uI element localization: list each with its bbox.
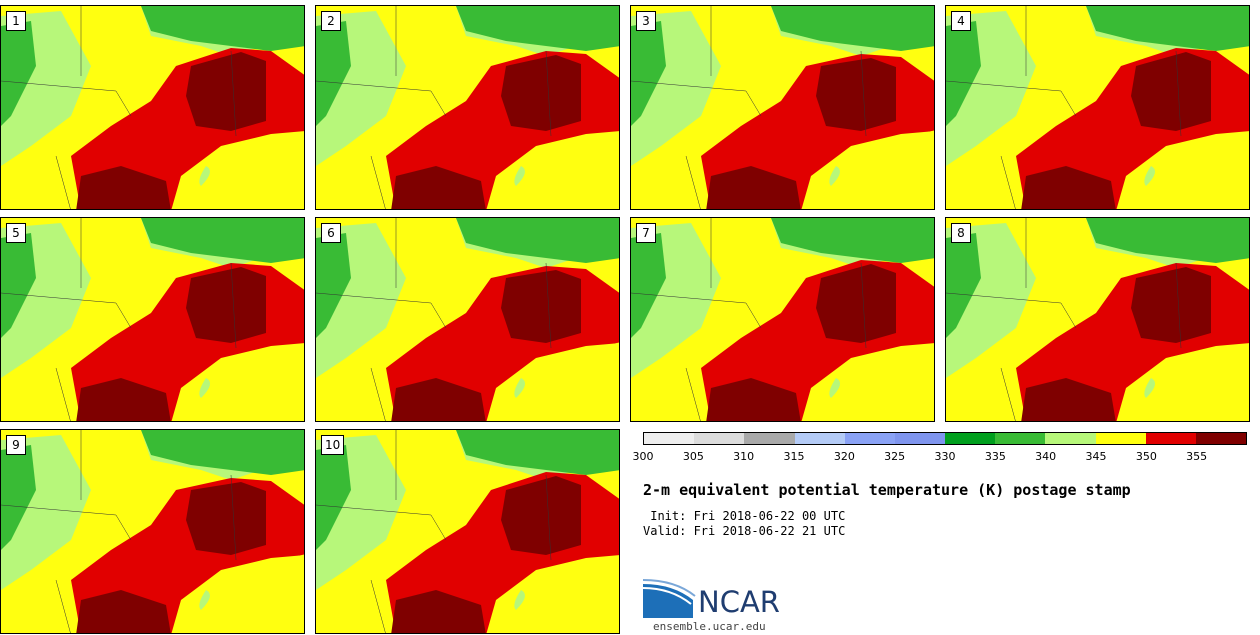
theta-e-map	[316, 430, 619, 633]
colorbar-cell	[995, 433, 1046, 444]
colorbar-tick-labels: 300 305 310 315 320 325 330 335 340 345 350 355	[633, 450, 1247, 466]
member-number-label: 3	[636, 11, 656, 31]
colorbar-tick: 305	[682, 450, 704, 463]
colorbar-tick: 350	[1135, 450, 1157, 463]
ensemble-member-panel: 1	[0, 5, 305, 210]
colorbar-cell	[744, 433, 795, 444]
colorbar-tick: 335	[984, 450, 1006, 463]
colorbar-cell	[644, 433, 695, 444]
colorbar-tick: 310	[733, 450, 755, 463]
colorbar-cell	[694, 433, 745, 444]
init-time: Init: Fri 2018-06-22 00 UTC	[643, 509, 846, 523]
colorbar-tick: 315	[783, 450, 805, 463]
ensemble-member-panel: 3	[630, 5, 935, 210]
colorbar-tick: 355	[1186, 450, 1208, 463]
colorbar-cell	[844, 433, 895, 444]
colorbar-cell	[794, 433, 845, 444]
member-number-label: 10	[321, 435, 345, 455]
colorbar	[643, 432, 1247, 445]
member-number-label: 1	[6, 11, 26, 31]
member-number-label: 9	[6, 435, 26, 455]
member-number-label: 7	[636, 223, 656, 243]
ncar-logo-icon	[643, 579, 696, 618]
ensemble-member-panel: 6	[315, 217, 620, 422]
ensemble-member-panel: 7	[630, 217, 935, 422]
figure-title: 2-m equivalent potential temperature (K)…	[643, 481, 1131, 499]
member-number-label: 8	[951, 223, 971, 243]
website-label: ensemble.ucar.edu	[653, 620, 766, 633]
colorbar-cell	[945, 433, 996, 444]
colorbar-tick: 320	[833, 450, 855, 463]
colorbar-cell	[894, 433, 946, 444]
ensemble-member-panel: 10	[315, 429, 620, 634]
colorbar-cell	[1045, 433, 1096, 444]
theta-e-map	[1, 218, 304, 421]
colorbar-tick: 325	[884, 450, 906, 463]
colorbar-cell	[1145, 433, 1196, 444]
member-number-label: 6	[321, 223, 341, 243]
colorbar-tick: 330	[934, 450, 956, 463]
theta-e-map	[1, 6, 304, 209]
colorbar-tick: 345	[1085, 450, 1107, 463]
theta-e-map	[316, 218, 619, 421]
theta-e-map	[316, 6, 619, 209]
member-number-label: 4	[951, 11, 971, 31]
ensemble-member-panel: 4	[945, 5, 1250, 210]
colorbar-tick: 300	[632, 450, 654, 463]
theta-e-map	[631, 218, 934, 421]
colorbar-tick: 340	[1035, 450, 1057, 463]
member-number-label: 5	[6, 223, 26, 243]
theta-e-map	[946, 6, 1249, 209]
ensemble-member-panel: 9	[0, 429, 305, 634]
ensemble-member-panel: 5	[0, 217, 305, 422]
theta-e-map	[631, 6, 934, 209]
ncar-logo-text: NCAR	[698, 585, 780, 619]
ensemble-member-panel: 2	[315, 5, 620, 210]
theta-e-map	[1, 430, 304, 633]
colorbar-cell	[1095, 433, 1146, 444]
ensemble-member-panel: 8	[945, 217, 1250, 422]
valid-time: Valid: Fri 2018-06-22 21 UTC	[643, 524, 846, 538]
colorbar-cell	[1195, 433, 1247, 444]
member-number-label: 2	[321, 11, 341, 31]
theta-e-map	[946, 218, 1249, 421]
